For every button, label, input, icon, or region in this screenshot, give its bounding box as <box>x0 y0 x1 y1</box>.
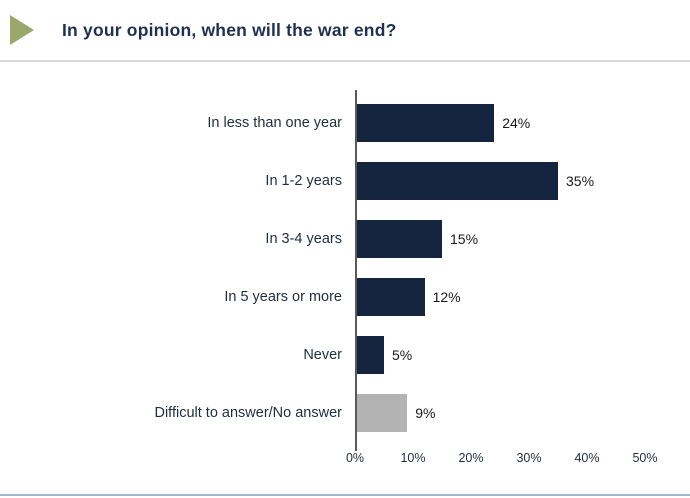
chart-row: In 1-2 years 35% <box>15 152 645 210</box>
bar <box>355 220 442 258</box>
category-label: In 1-2 years <box>265 172 342 189</box>
bar <box>355 104 495 142</box>
bar-area: 15% <box>355 220 645 258</box>
x-tick-label: 20% <box>458 451 484 465</box>
x-tick-label: 50% <box>632 451 658 465</box>
bar-area: 12% <box>355 278 645 316</box>
category-label: Difficult to answer/No answer <box>154 404 342 421</box>
x-tick-label: 30% <box>516 451 542 465</box>
chart-row: In 3-4 years 15% <box>15 210 645 268</box>
slide-header: In your opinion, when will the war end? <box>0 0 690 60</box>
x-tick-label: 10% <box>400 451 426 465</box>
category-label: In 5 years or more <box>224 288 342 305</box>
bar-area: 5% <box>355 336 645 374</box>
page-title: In your opinion, when will the war end? <box>62 19 397 40</box>
bar-area: 9% <box>355 394 645 432</box>
title-divider <box>0 60 690 62</box>
value-label: 24% <box>502 115 531 131</box>
bar-area: 24% <box>355 104 645 142</box>
bar-area: 35% <box>355 162 645 200</box>
bar <box>355 394 408 432</box>
bar <box>355 336 384 374</box>
chart-row: Difficult to answer/No answer 9% <box>15 384 645 442</box>
bar <box>355 278 425 316</box>
chart-row: Never 5% <box>15 326 645 384</box>
x-tick-label: 0% <box>345 451 365 465</box>
category-label: Never <box>303 346 342 363</box>
value-label: 12% <box>432 289 461 305</box>
chart-row: In 5 years or more 12% <box>15 268 645 326</box>
bar-chart: In less than one year 24% In 1-2 years 35% I… <box>15 90 658 473</box>
category-label: In less than one year <box>207 114 342 131</box>
chart-rows: In less than one year 24% In 1-2 years 35% I… <box>15 90 645 451</box>
bottom-border-line <box>0 494 690 496</box>
value-label: 35% <box>566 173 595 189</box>
y-axis-line <box>355 90 357 451</box>
x-tick-label: 40% <box>574 451 600 465</box>
category-label: In 3-4 years <box>265 230 342 247</box>
triangle-bullet-icon <box>10 15 34 45</box>
value-label: 15% <box>450 231 479 247</box>
value-label: 9% <box>415 405 436 421</box>
chart-row: In less than one year 24% <box>15 94 645 152</box>
value-label: 5% <box>392 347 413 363</box>
x-axis-ticks: 0% 10% 20% 30% 40% 50% <box>346 451 658 473</box>
bar <box>355 162 558 200</box>
